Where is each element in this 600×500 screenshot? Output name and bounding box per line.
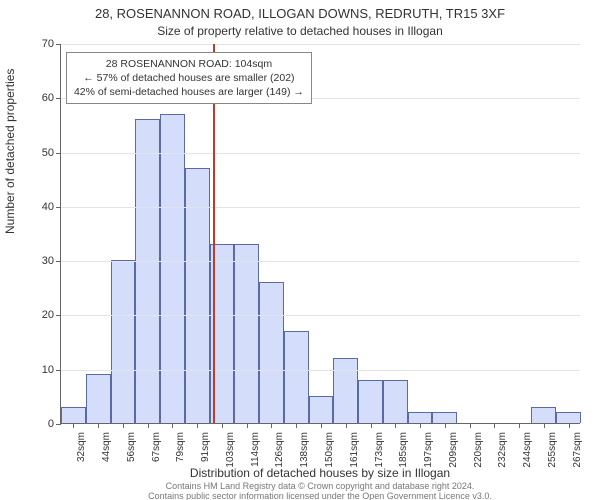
y-tick-mark xyxy=(56,424,61,425)
x-tick-label: 126sqm xyxy=(274,432,285,482)
histogram-bar xyxy=(86,374,111,423)
y-tick-label: 60 xyxy=(0,92,54,104)
y-tick-mark xyxy=(56,261,61,262)
x-tick-mark xyxy=(222,423,223,428)
histogram-bar xyxy=(531,407,556,423)
chart-subtitle: Size of property relative to detached ho… xyxy=(0,24,600,38)
x-tick-label: 220sqm xyxy=(473,432,484,482)
gridline xyxy=(61,370,580,371)
gridline xyxy=(61,207,580,208)
x-tick-mark xyxy=(544,423,545,428)
y-tick-label: 0 xyxy=(0,418,54,430)
footnote: Contains HM Land Registry data © Crown c… xyxy=(60,482,580,500)
x-tick-label: 255sqm xyxy=(547,432,558,482)
y-tick-mark xyxy=(56,370,61,371)
gridline xyxy=(61,261,580,262)
y-tick-label: 70 xyxy=(0,38,54,50)
x-tick-mark xyxy=(247,423,248,428)
chart-title: 28, ROSENANNON ROAD, ILLOGAN DOWNS, REDR… xyxy=(0,6,600,21)
x-tick-mark xyxy=(148,423,149,428)
x-tick-mark xyxy=(123,423,124,428)
histogram-bar xyxy=(333,358,358,423)
histogram-bar xyxy=(234,244,259,423)
histogram-bar xyxy=(111,260,136,423)
x-tick-label: 209sqm xyxy=(448,432,459,482)
info-box-line2: ← 57% of detached houses are smaller (20… xyxy=(74,71,304,85)
histogram-bar xyxy=(61,407,86,423)
y-tick-label: 30 xyxy=(0,255,54,267)
y-tick-label: 50 xyxy=(0,147,54,159)
x-tick-label: 32sqm xyxy=(76,432,87,482)
histogram-bar xyxy=(259,282,284,423)
x-tick-label: 56sqm xyxy=(126,432,137,482)
x-tick-mark xyxy=(371,423,372,428)
info-box-line1: 28 ROSENANNON ROAD: 104sqm xyxy=(74,57,304,71)
histogram-bar xyxy=(309,396,334,423)
y-tick-label: 10 xyxy=(0,364,54,376)
x-tick-mark xyxy=(420,423,421,428)
plot-area: 28 ROSENANNON ROAD: 104sqm← 57% of detac… xyxy=(60,44,580,424)
histogram-bar xyxy=(432,412,457,423)
x-tick-mark xyxy=(321,423,322,428)
x-tick-mark xyxy=(470,423,471,428)
info-box-line3: 42% of semi-detached houses are larger (… xyxy=(74,85,304,99)
y-tick-mark xyxy=(56,153,61,154)
x-tick-label: 114sqm xyxy=(250,432,261,482)
y-tick-label: 20 xyxy=(0,309,54,321)
x-tick-mark xyxy=(494,423,495,428)
x-tick-mark xyxy=(569,423,570,428)
x-tick-label: 79sqm xyxy=(175,432,186,482)
x-tick-label: 267sqm xyxy=(572,432,583,482)
x-tick-label: 185sqm xyxy=(398,432,409,482)
histogram-bar xyxy=(160,114,185,423)
histogram-bar xyxy=(383,380,408,423)
x-tick-mark xyxy=(73,423,74,428)
gridline xyxy=(61,44,580,45)
histogram-bar xyxy=(556,412,581,423)
x-tick-mark xyxy=(98,423,99,428)
x-tick-label: 232sqm xyxy=(497,432,508,482)
x-tick-mark xyxy=(395,423,396,428)
x-tick-label: 197sqm xyxy=(423,432,434,482)
x-tick-label: 138sqm xyxy=(299,432,310,482)
info-box: 28 ROSENANNON ROAD: 104sqm← 57% of detac… xyxy=(66,52,312,105)
y-tick-mark xyxy=(56,315,61,316)
x-tick-mark xyxy=(346,423,347,428)
x-tick-label: 91sqm xyxy=(200,432,211,482)
y-tick-label: 40 xyxy=(0,201,54,213)
x-tick-label: 103sqm xyxy=(225,432,236,482)
x-tick-label: 173sqm xyxy=(374,432,385,482)
x-tick-mark xyxy=(519,423,520,428)
x-tick-label: 150sqm xyxy=(324,432,335,482)
gridline xyxy=(61,315,580,316)
histogram-bar xyxy=(408,412,433,423)
x-tick-mark xyxy=(445,423,446,428)
histogram-bar xyxy=(358,380,383,423)
x-tick-mark xyxy=(271,423,272,428)
histogram-bar xyxy=(135,119,160,423)
y-tick-mark xyxy=(56,98,61,99)
y-tick-mark xyxy=(56,44,61,45)
x-tick-label: 44sqm xyxy=(101,432,112,482)
gridline xyxy=(61,153,580,154)
x-tick-mark xyxy=(296,423,297,428)
x-tick-label: 161sqm xyxy=(349,432,360,482)
x-tick-label: 244sqm xyxy=(522,432,533,482)
y-tick-mark xyxy=(56,207,61,208)
x-tick-label: 67sqm xyxy=(151,432,162,482)
x-tick-mark xyxy=(172,423,173,428)
histogram-bar xyxy=(284,331,309,423)
x-tick-mark xyxy=(197,423,198,428)
